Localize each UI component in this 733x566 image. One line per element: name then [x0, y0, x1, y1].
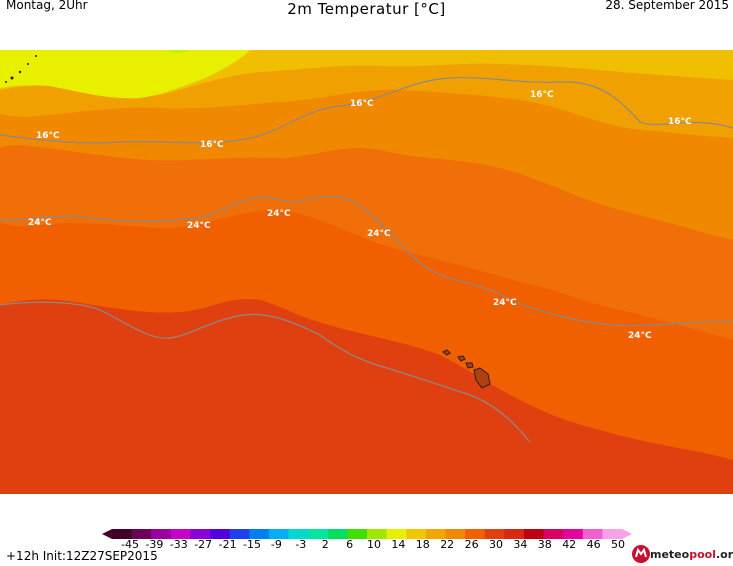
isotherm-label: 24°C	[628, 331, 652, 341]
forecast-date-label: 28. September 2015	[605, 0, 729, 12]
legend-color-cell	[210, 529, 231, 539]
meteopool-logo-text[interactable]: meteopool.org	[650, 548, 733, 561]
legend-color-cell	[445, 529, 466, 539]
legend-tick-label: 2	[321, 538, 329, 551]
legend-tick-label: 26	[464, 538, 479, 551]
legend-left-arrow	[102, 529, 112, 539]
logo-text-meteo: meteo	[650, 548, 690, 561]
temperature-map: 16°C 16°C 16°C 16°C 16°C 24°C 24°C 24°C …	[0, 50, 733, 494]
isotherm-label: 24°C	[493, 298, 517, 308]
isotherm-label: 16°C	[668, 117, 692, 127]
legend-color-cell	[229, 529, 250, 539]
legend-color-cell	[268, 529, 290, 539]
legend-color-cell	[602, 529, 623, 539]
legend-right-arrow	[622, 529, 632, 539]
legend-tick-label: 22	[440, 538, 455, 551]
isotherm-30	[0, 301, 531, 443]
isotherm-label: 24°C	[187, 221, 211, 231]
logo-text-pool: pool	[689, 548, 716, 561]
legend-tick-label: -27	[194, 538, 213, 551]
legend-tick-label: 10	[367, 538, 381, 551]
legend-tick-label: 34	[513, 538, 528, 551]
legend-tick-label: 6	[346, 538, 354, 551]
isotherm-label: 16°C	[200, 140, 224, 150]
isotherm-label: 24°C	[267, 209, 291, 219]
legend-color-cell	[484, 529, 505, 539]
legend-color-cell	[582, 529, 603, 539]
legend-color-cell	[543, 529, 564, 539]
isotherm-16	[0, 77, 733, 144]
legend-tick-label: -9	[270, 538, 282, 551]
legend-tick-label: -45	[121, 538, 139, 551]
model-init-label: +12h Init:12Z27SEP2015	[6, 549, 158, 563]
legend-color-cell	[308, 529, 329, 539]
legend-color-cell	[523, 529, 545, 539]
legend-color-cell	[170, 529, 191, 539]
legend-tick-label: 14	[391, 538, 406, 551]
legend-tick-label: -39	[145, 538, 164, 551]
hawaii-islands	[442, 349, 491, 389]
legend-color-cell	[151, 529, 172, 539]
legend-tick-label: 38	[537, 538, 552, 551]
band-10	[0, 50, 250, 99]
forecast-time-label: Montag, 2Uhr	[6, 0, 88, 12]
isotherm-24	[0, 196, 733, 327]
legend-color-cell	[190, 529, 211, 539]
band-6	[168, 50, 190, 54]
legend-color-cell	[386, 529, 407, 539]
legend-color-cell	[347, 529, 368, 539]
legend-tick-label: -21	[218, 538, 237, 551]
legend-color-cell	[504, 529, 525, 539]
legend-color-cell	[406, 529, 427, 539]
legend-tick-label: 50	[611, 538, 625, 551]
legend-color-cell	[131, 529, 152, 539]
legend-color-cell	[465, 529, 486, 539]
map-title: 2m Temperatur [°C]	[287, 0, 446, 18]
legend-tick-label: 30	[489, 538, 503, 551]
legend-color-cell	[288, 529, 309, 539]
isotherm-label: 24°C	[28, 218, 52, 228]
legend-color-cell	[249, 529, 270, 539]
legend-color-cell	[327, 529, 348, 539]
legend-color-cell	[563, 529, 584, 539]
legend-tick-label: 42	[562, 538, 577, 551]
meteopool-logo-icon[interactable]	[629, 542, 733, 566]
legend-tick-label: -33	[169, 538, 188, 551]
isotherm-label: 16°C	[530, 90, 554, 100]
legend-tick-label: -15	[243, 538, 261, 551]
legend-tick-label: -3	[295, 538, 307, 551]
isotherm-label: 16°C	[36, 131, 60, 141]
color-legend	[102, 529, 632, 539]
isotherm-label: 24°C	[367, 229, 391, 239]
legend-color-cell	[112, 529, 133, 539]
aleutian-islands	[5, 55, 37, 83]
legend-color-cell	[425, 529, 446, 539]
legend-color-cell	[367, 529, 388, 539]
logo-text-org: .org	[715, 548, 733, 561]
legend-tick-label: 46	[586, 538, 601, 551]
legend-tick-label: 18	[415, 538, 430, 551]
isotherm-label: 16°C	[350, 99, 374, 109]
